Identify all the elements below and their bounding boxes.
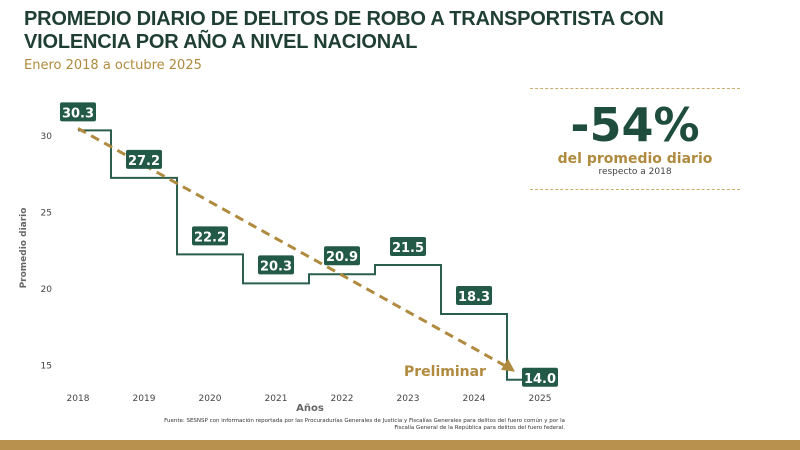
data-label-box bbox=[192, 226, 228, 246]
x-tick-label: 2018 bbox=[67, 394, 90, 404]
annotation-preliminar: Preliminar bbox=[404, 364, 486, 380]
y-tick-label: 30 bbox=[41, 132, 53, 142]
y-tick-label: 15 bbox=[41, 362, 52, 372]
y-axis-title: Promedio diario bbox=[19, 208, 29, 289]
data-label: 30.3 bbox=[62, 106, 94, 121]
data-label-box bbox=[324, 246, 360, 266]
data-label-box bbox=[390, 237, 426, 257]
data-label: 20.9 bbox=[326, 250, 358, 265]
x-tick-label: 2025 bbox=[529, 394, 552, 404]
data-label: 20.3 bbox=[260, 259, 292, 274]
kpi-box: -54% del promedio diario respecto a 2018 bbox=[530, 88, 740, 190]
step-line bbox=[78, 129, 540, 381]
data-label: 14.0 bbox=[524, 372, 556, 387]
x-tick-label: 2020 bbox=[199, 394, 222, 404]
x-tick-label: 2021 bbox=[265, 394, 288, 404]
kpi-sublabel: respecto a 2018 bbox=[598, 167, 672, 177]
subtitle: Enero 2018 a octubre 2025 bbox=[24, 58, 202, 73]
data-label-box bbox=[60, 102, 96, 122]
data-label-box bbox=[456, 286, 492, 306]
data-label: 22.2 bbox=[194, 230, 226, 245]
page-title: PROMEDIO DIARIO DE DELITOS DE ROBO A TRA… bbox=[24, 8, 664, 53]
trend-arrow-icon bbox=[501, 358, 515, 372]
data-label: 27.2 bbox=[128, 154, 160, 169]
x-tick-label: 2024 bbox=[463, 394, 486, 404]
data-label-box bbox=[522, 367, 558, 387]
source-note: Fuente: SESNSP con información reportada… bbox=[164, 418, 565, 431]
x-tick-label: 2022 bbox=[331, 394, 354, 404]
kpi-value: -54% bbox=[570, 98, 700, 152]
x-tick-label: 2019 bbox=[133, 394, 156, 404]
kpi-label: del promedio diario bbox=[557, 151, 713, 167]
y-tick-label: 20 bbox=[41, 285, 53, 295]
header: PROMEDIO DIARIO DE DELITOS DE ROBO A TRA… bbox=[24, 8, 724, 74]
data-label-box bbox=[126, 149, 162, 169]
data-label-box bbox=[258, 255, 294, 275]
y-tick-label: 25 bbox=[41, 209, 52, 219]
x-axis-title: Años bbox=[296, 403, 324, 414]
footer-band bbox=[0, 440, 800, 450]
data-label: 21.5 bbox=[392, 241, 424, 256]
data-label: 18.3 bbox=[458, 290, 490, 305]
x-tick-label: 2023 bbox=[397, 394, 420, 404]
